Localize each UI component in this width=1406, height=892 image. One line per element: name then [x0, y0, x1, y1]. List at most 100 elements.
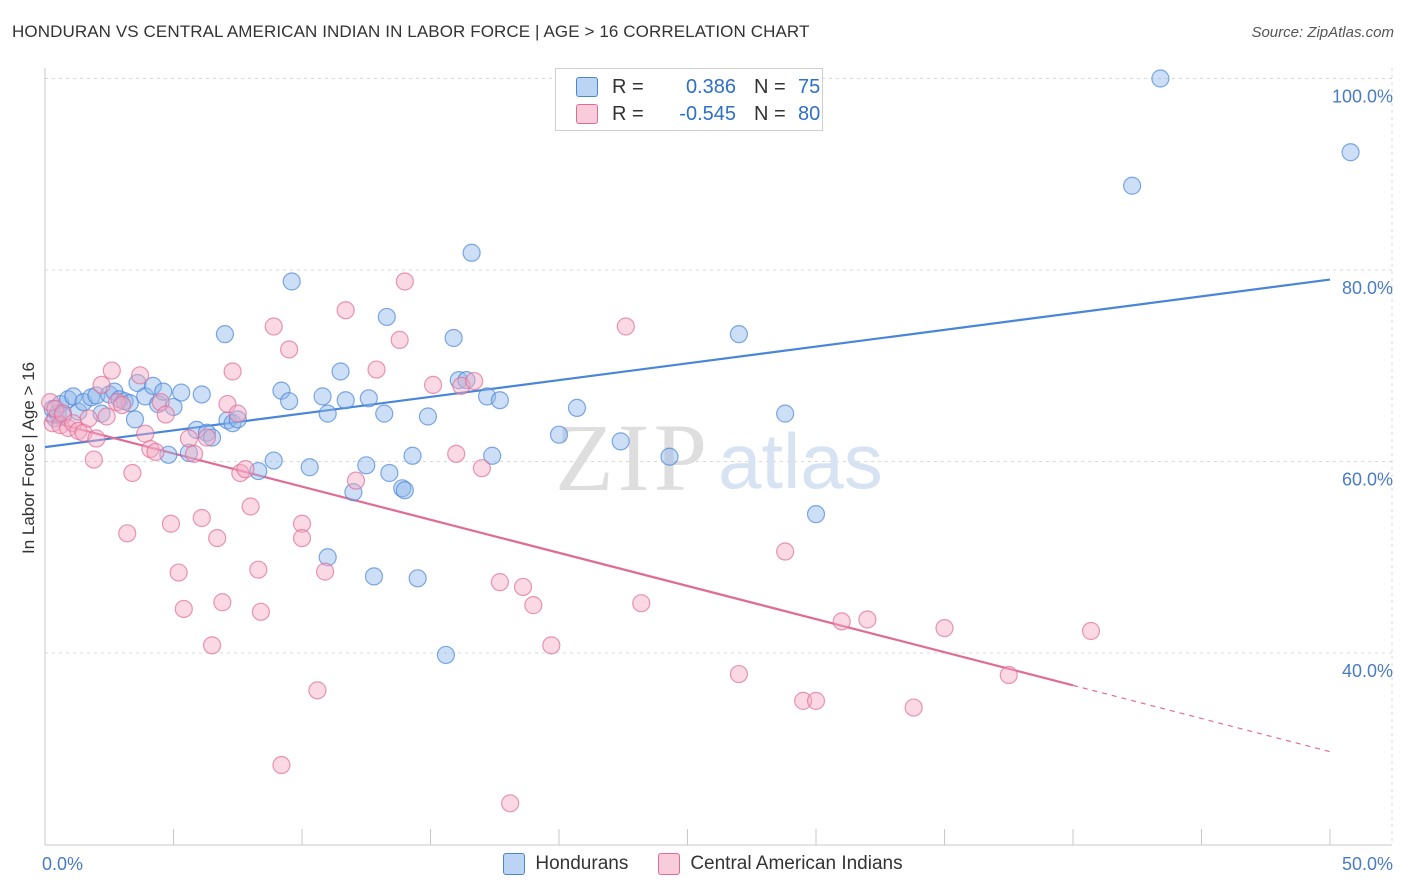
cai-point-60: [490, 573, 509, 592]
y-tick-label-2: 80.0%: [1342, 278, 1393, 298]
cai-point-25: [161, 514, 181, 533]
cai-point-58: [465, 371, 484, 391]
cai-point-48: [308, 681, 327, 700]
series-legend: Hondurans Central American Indians: [0, 851, 1406, 877]
cai-point-53: [390, 330, 409, 349]
hondurans-point-58: [436, 645, 456, 665]
cai-point-56: [447, 444, 466, 463]
hondurans-legend-swatch: [503, 853, 526, 875]
hondurans-swatch: [576, 77, 598, 97]
y-tick-labels: 40.0% 60.0% 80.0% 100.0%: [1332, 87, 1393, 682]
cai-point-28: [179, 429, 199, 448]
cai-point-62: [513, 577, 533, 597]
hondurans-point-68: [611, 432, 630, 451]
cai-point-27: [174, 599, 193, 619]
data-points: [41, 69, 1360, 813]
x-tick-label-1: 50.0%: [1342, 854, 1393, 874]
hondurans-point-51: [377, 307, 396, 327]
cai-point-24: [156, 405, 175, 424]
hondurans-point-44: [331, 362, 350, 381]
cai-point-15: [107, 393, 127, 412]
cai-point-16: [112, 395, 132, 415]
cai-point-13: [97, 407, 116, 426]
legend-item-hondurans[interactable]: Hondurans: [503, 853, 628, 875]
hondurans-point-72: [806, 505, 826, 524]
cai-point-72: [858, 610, 877, 629]
hondurans-point-39: [282, 272, 301, 291]
cai-point-40: [241, 497, 260, 516]
cai-point-21: [141, 439, 160, 459]
hondurans-point-64: [483, 446, 502, 465]
legend-item-cai[interactable]: Central American Indians: [658, 853, 903, 875]
hondurans-point-74: [1151, 69, 1170, 88]
hondurans-point-5: [59, 390, 78, 409]
cai-point-69: [794, 691, 813, 710]
hondurans-point-25: [172, 383, 191, 402]
hondurans-point-67: [567, 398, 587, 417]
cai-point-29: [184, 444, 204, 463]
cai-point-9: [79, 409, 98, 428]
cai-point-22: [146, 442, 165, 462]
x-tick-label-0: 0.0%: [42, 854, 83, 874]
hondurans-point-7: [69, 402, 88, 421]
cai-point-26: [169, 563, 188, 582]
watermark-zip: ZIP: [555, 404, 711, 511]
y-tick-label-3: 100.0%: [1332, 87, 1393, 107]
cai-legend-label: Central American Indians: [690, 853, 903, 874]
legend-r-label-cai: R =: [612, 102, 644, 125]
cai-point-68: [776, 542, 795, 561]
hondurans-point-73: [1123, 176, 1142, 195]
hondurans-point-62: [462, 243, 481, 262]
hondurans-point-69: [660, 447, 679, 466]
hondurans-point-47: [357, 456, 376, 475]
hondurans-point-34: [228, 410, 247, 429]
hondurans-point-43: [318, 548, 337, 567]
cai-point-75: [999, 665, 1018, 685]
cai-point-73: [904, 698, 923, 717]
hondurans-point-40: [300, 458, 319, 477]
legend-n-label-hondurans: N =: [754, 75, 786, 98]
cai-point-39: [236, 460, 255, 479]
cai-point-36: [223, 362, 242, 381]
hondurans-point-28: [192, 385, 211, 404]
cai-point-30: [192, 508, 211, 528]
cai-point-42: [251, 602, 270, 621]
hondurans-legend-label: Hondurans: [535, 853, 629, 874]
y-axis-label: In Labor Force | Age > 16: [19, 362, 38, 554]
cai-point-34: [213, 593, 232, 612]
cai-point-33: [208, 528, 227, 548]
cai-point-63: [524, 596, 543, 615]
cai-point-76: [1081, 621, 1101, 641]
cai-point-17: [118, 524, 137, 543]
cai-point-14: [102, 361, 121, 380]
cai-point-11: [87, 429, 106, 448]
hondurans-point-71: [776, 404, 795, 423]
cai-point-43: [264, 317, 283, 336]
hondurans-point-70: [729, 325, 749, 344]
legend-r-value-hondurans: 0.386: [685, 75, 736, 98]
legend-n-label-cai: N =: [754, 102, 786, 125]
legend-n-value-hondurans: 75: [798, 75, 821, 98]
hondurans-point-56: [408, 569, 427, 588]
hondurans-point-61: [457, 371, 476, 390]
hondurans-point-12: [100, 385, 119, 404]
trend-lines: [44, 278, 1331, 753]
hondurans-point-17: [125, 410, 145, 429]
cai-point-65: [616, 317, 635, 336]
correlation-legend: R = 0.386 N = 75 R = -0.545 N = 80: [555, 68, 823, 131]
axes: [44, 68, 1392, 846]
cai-point-19: [130, 366, 150, 385]
y-tick-label-0: 40.0%: [1342, 661, 1393, 681]
hondurans-point-48: [359, 389, 378, 408]
legend-row-hondurans: R = 0.386 N = 75: [576, 75, 820, 99]
cai-point-12: [92, 375, 111, 394]
hondurans-point-26: [179, 443, 199, 462]
legend-n-value-cai: 80: [798, 102, 821, 125]
hondurans-point-55: [403, 446, 422, 465]
cai-point-67: [729, 664, 749, 684]
cai-point-41: [249, 560, 268, 579]
cai-point-54: [395, 272, 414, 291]
hondurans-point-41: [313, 387, 332, 406]
hondurans-point-30: [202, 428, 222, 447]
